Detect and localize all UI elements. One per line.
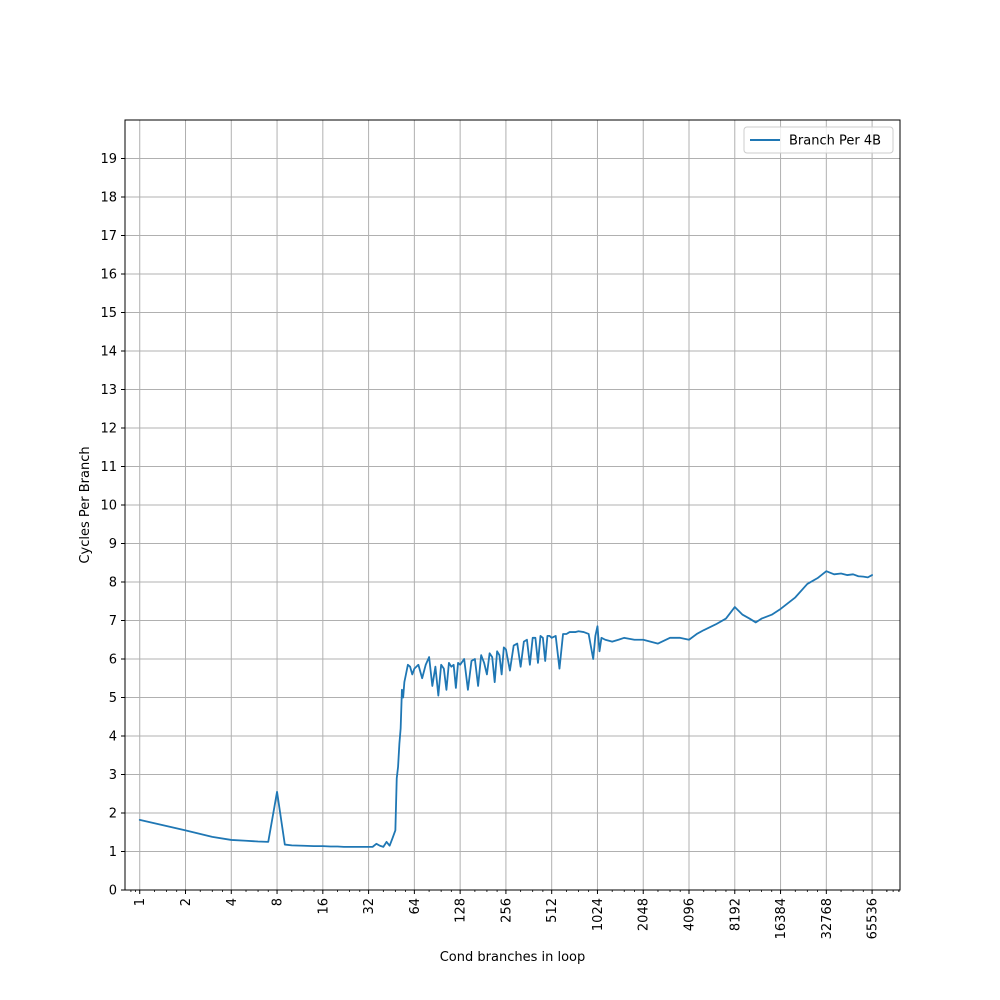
x-tick-label: 8 (271, 898, 286, 906)
x-tick-label: 4 (225, 898, 240, 906)
y-tick-label: 13 (100, 383, 117, 398)
x-tick-label: 32768 (820, 898, 835, 939)
x-tick-label: 16 (316, 898, 331, 915)
x-axis: 1 2 4 8 16 32 64 128 256 512 1024 2048 4096 8192 16384… (130, 890, 900, 939)
y-tick-label: 9 (109, 537, 117, 552)
x-tick-label: 32 (362, 898, 377, 915)
x-tick-label: 1 (133, 898, 148, 906)
y-tick-label: 14 (100, 345, 117, 360)
y-axis-label: Cycles Per Branch (78, 446, 93, 563)
x-axis-label: Cond branches in loop (440, 950, 586, 965)
x-tick-label: 512 (545, 898, 560, 923)
y-tick-label: 0 (109, 884, 117, 899)
legend-label: Branch Per 4B (789, 134, 881, 149)
y-tick-label: 12 (100, 422, 117, 437)
x-tick-label: 256 (499, 898, 514, 923)
y-tick-label: 17 (100, 229, 117, 244)
y-tick-label: 11 (100, 460, 117, 475)
y-tick-label: 3 (109, 768, 117, 783)
y-tick-label: 18 (100, 191, 117, 206)
x-tick-label: 65536 (866, 898, 881, 939)
legend: Branch Per 4B (743, 126, 894, 154)
x-tick-label: 16384 (774, 898, 789, 939)
y-tick-label: 16 (100, 268, 117, 283)
series-line-branch-per-4b (138, 570, 873, 848)
y-tick-label: 8 (109, 576, 117, 591)
y-tick-label: 10 (100, 499, 117, 514)
x-tick-label: 128 (454, 898, 469, 923)
x-tick-label: 8192 (728, 898, 743, 931)
y-tick-label: 1 (109, 845, 117, 860)
y-tick-label: 4 (109, 730, 117, 745)
grid (125, 120, 900, 891)
legend-box (743, 126, 894, 154)
y-tick-label: 2 (109, 807, 117, 822)
x-tick-label: 4096 (683, 898, 698, 931)
series-layer (138, 570, 873, 848)
x-tick-label: 64 (408, 898, 423, 915)
x-tick-label: 2048 (637, 898, 652, 931)
x-tick-label: 2 (179, 898, 194, 906)
x-tick-label: 1024 (591, 898, 606, 931)
y-tick-label: 6 (109, 653, 117, 668)
y-tick-label: 5 (109, 691, 117, 706)
y-tick-label: 15 (100, 306, 117, 321)
y-tick-label: 19 (100, 152, 117, 167)
y-tick-label: 7 (109, 614, 117, 629)
